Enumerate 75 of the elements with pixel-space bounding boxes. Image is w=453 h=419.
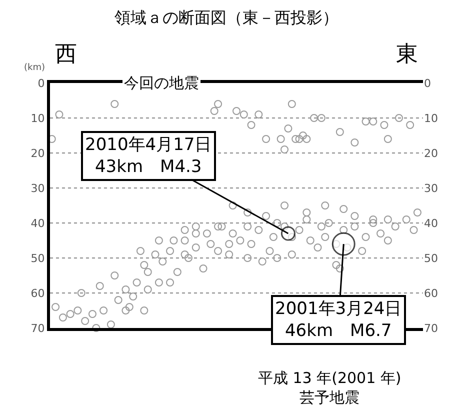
y-tick-label: 20 xyxy=(30,146,45,160)
point xyxy=(240,110,248,118)
point xyxy=(340,205,348,213)
point xyxy=(406,121,414,129)
point xyxy=(288,250,296,258)
y-tick-label: 50 xyxy=(30,252,45,265)
point xyxy=(166,278,174,286)
annotation: 2010年4月17日 43km M4.3 xyxy=(85,135,212,178)
point xyxy=(225,250,234,258)
point xyxy=(144,286,152,294)
point xyxy=(350,138,359,146)
y2-tick-label: 50 xyxy=(424,252,438,265)
point xyxy=(321,202,330,210)
y2-tick-label: 40 xyxy=(424,216,438,230)
point xyxy=(395,114,403,122)
point xyxy=(140,261,148,269)
point xyxy=(180,250,189,258)
y-tick-label: 40 xyxy=(30,216,45,230)
point xyxy=(384,135,392,143)
y-tick-label: 30 xyxy=(30,182,45,195)
point xyxy=(284,124,292,132)
chart-title: 領域ａの断面図（東－西投影） xyxy=(114,8,338,28)
y2-tick-label: 30 xyxy=(424,182,438,195)
point xyxy=(232,107,240,115)
y-tick-label: 10 xyxy=(30,112,45,125)
point xyxy=(180,226,189,234)
point xyxy=(369,118,378,126)
point xyxy=(55,110,64,118)
point xyxy=(369,216,378,224)
point xyxy=(247,121,256,129)
point xyxy=(122,306,130,314)
point xyxy=(154,236,163,244)
point xyxy=(214,100,222,108)
point xyxy=(214,222,222,230)
point xyxy=(244,254,252,262)
y2-tick-label: 70 xyxy=(424,322,438,335)
point xyxy=(298,132,307,140)
point xyxy=(280,202,289,210)
point xyxy=(317,114,326,122)
y2-tick-label: 10 xyxy=(424,112,438,125)
point xyxy=(295,135,304,143)
y-tick-label: 60 xyxy=(30,286,45,300)
y-tick-label: 70 xyxy=(30,322,45,335)
point xyxy=(110,100,119,108)
point xyxy=(302,135,311,143)
point xyxy=(192,230,200,238)
annotation: 2001年3月24日 46km M6.7 xyxy=(275,299,402,342)
point xyxy=(210,107,218,115)
y-axis-title: (km) xyxy=(24,63,46,73)
point xyxy=(292,135,300,143)
point xyxy=(228,202,237,210)
text: 西 xyxy=(55,42,77,67)
y-tick-label: 0 xyxy=(38,76,45,90)
annotation: 今回の地震 xyxy=(124,74,199,92)
point xyxy=(336,128,344,136)
point xyxy=(332,261,340,269)
point xyxy=(362,118,370,126)
text: 平成 13 年(2001 年) 芸予地震 xyxy=(258,369,402,406)
y2-tick-label: 60 xyxy=(424,286,438,300)
y2-tick-label: 0 xyxy=(424,76,431,90)
point xyxy=(276,135,285,143)
point xyxy=(192,222,200,230)
point xyxy=(288,100,296,108)
point xyxy=(244,208,252,216)
text: 東 xyxy=(396,42,418,67)
point xyxy=(380,121,388,129)
point xyxy=(262,135,270,143)
point xyxy=(273,219,282,227)
point xyxy=(310,114,318,122)
y2-tick-label: 20 xyxy=(424,146,438,160)
point xyxy=(254,110,263,118)
point xyxy=(350,212,359,220)
point xyxy=(302,216,311,224)
point xyxy=(280,146,289,154)
point xyxy=(384,236,392,244)
